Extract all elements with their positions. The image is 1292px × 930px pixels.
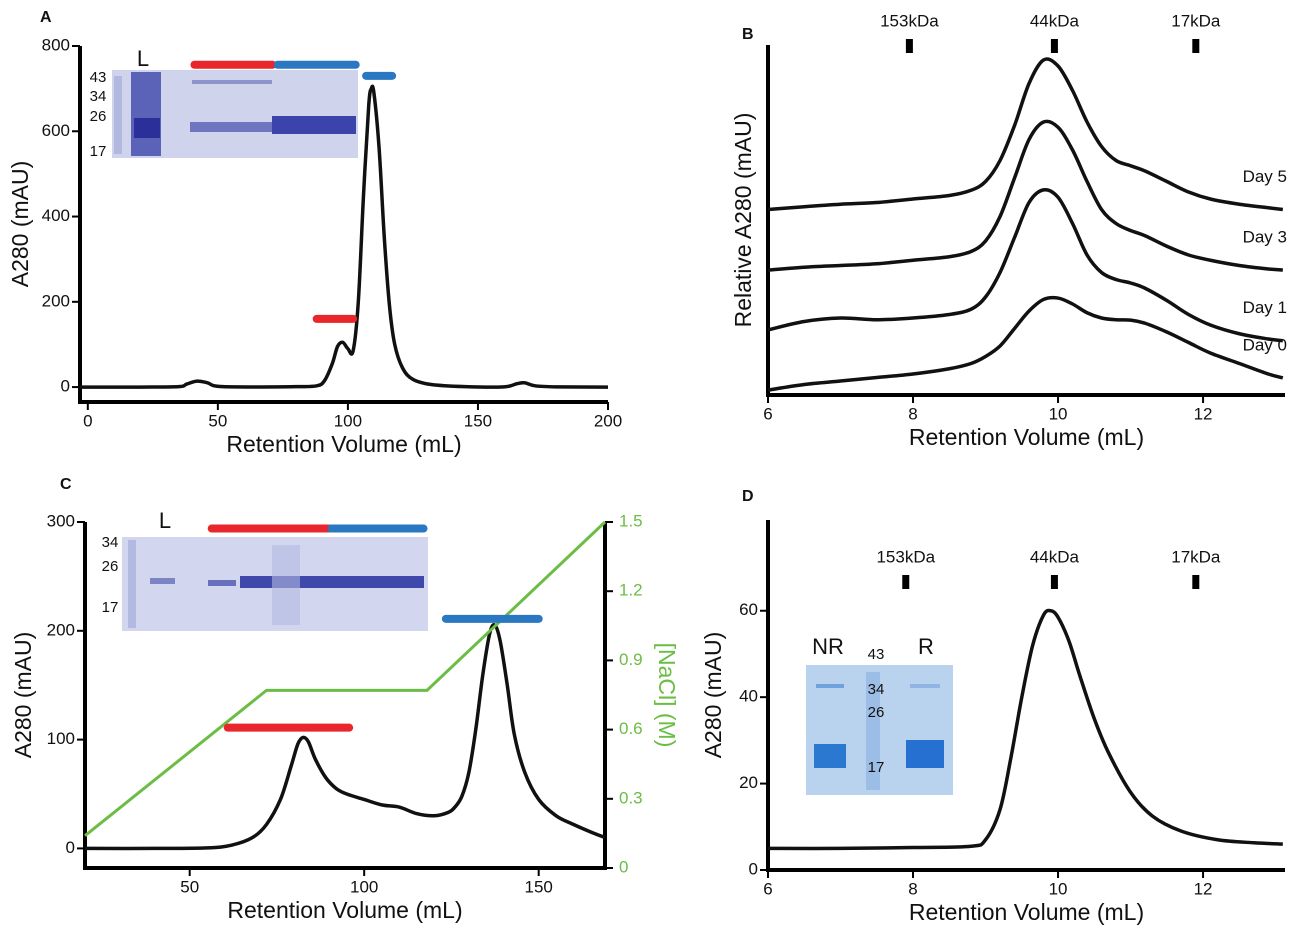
data-line bbox=[767, 295, 1284, 392]
mw-label: 44kDa bbox=[1030, 547, 1080, 566]
marker-label: 17 bbox=[868, 759, 885, 776]
mw-label: 17kDa bbox=[1171, 547, 1221, 566]
mw-label: 17kDa bbox=[1171, 11, 1221, 30]
marker-label: 43 bbox=[90, 69, 107, 86]
y-tick-label: 600 bbox=[42, 121, 70, 140]
x-axis-label: Retention Volume (mL) bbox=[909, 424, 1144, 450]
y-axis-label: A280 (mAU) bbox=[10, 632, 36, 759]
y-axis-label: A280 (mAU) bbox=[700, 632, 726, 759]
y-tick-label: 0 bbox=[749, 859, 758, 878]
y-tick-label: 60 bbox=[739, 600, 758, 619]
mw-label: 153kDa bbox=[880, 11, 939, 30]
x-tick-label: 50 bbox=[180, 877, 199, 896]
y2-axis-label: [NaCl] (M) bbox=[654, 643, 680, 748]
y-tick-label: 20 bbox=[739, 773, 758, 792]
y-tick-label: 300 bbox=[47, 511, 75, 530]
x-tick-label: 6 bbox=[763, 879, 772, 898]
mw-marker bbox=[905, 39, 913, 53]
panel-label: C bbox=[60, 476, 72, 493]
data-line bbox=[767, 119, 1283, 272]
x-tick-label: 12 bbox=[1194, 404, 1213, 423]
x-tick-label: 10 bbox=[1049, 404, 1068, 423]
y-tick-label: 0 bbox=[66, 838, 75, 857]
marker-label: 34 bbox=[868, 681, 885, 698]
series-label: Day 5 bbox=[1243, 167, 1287, 186]
panel-label: A bbox=[40, 9, 52, 26]
y-axis-label: Relative A280 (mAU) bbox=[730, 113, 756, 328]
marker-label: 17 bbox=[90, 143, 107, 160]
x-tick-label: 0 bbox=[83, 411, 92, 430]
data-line bbox=[79, 84, 609, 389]
x-tick-label: 6 bbox=[763, 404, 772, 423]
mw-label: 153kDa bbox=[876, 547, 935, 566]
x-tick-label: 150 bbox=[464, 411, 492, 430]
marker-label: 43 bbox=[868, 646, 885, 663]
marker-label: 34 bbox=[90, 88, 107, 105]
mw-label: 44kDa bbox=[1030, 11, 1080, 30]
lane-label: R bbox=[918, 634, 934, 659]
y-tick-label: 100 bbox=[47, 729, 75, 748]
x-tick-label: 150 bbox=[525, 877, 553, 896]
y-tick-label: 400 bbox=[42, 206, 70, 225]
lane-label: NR bbox=[812, 634, 844, 659]
data-line bbox=[84, 623, 606, 851]
mw-marker bbox=[902, 575, 910, 589]
y-tick-label: 800 bbox=[42, 35, 70, 54]
y2-tick-label: 1.2 bbox=[619, 581, 643, 600]
marker-label: 26 bbox=[90, 108, 107, 125]
marker-label: 34 bbox=[102, 534, 119, 551]
x-tick-label: 8 bbox=[908, 404, 917, 423]
x-tick-label: 100 bbox=[350, 877, 378, 896]
lane-label: L bbox=[159, 508, 171, 533]
x-tick-label: 10 bbox=[1049, 879, 1068, 898]
gel-inset bbox=[112, 70, 358, 158]
y-axis-label: A280 (mAU) bbox=[7, 161, 33, 288]
mw-marker bbox=[1192, 39, 1200, 53]
marker-label: 17 bbox=[102, 599, 119, 616]
y2-tick-label: 0 bbox=[619, 857, 628, 876]
y2-tick-label: 0.3 bbox=[619, 788, 643, 807]
gel-inset bbox=[122, 537, 428, 631]
series-label: Day 0 bbox=[1243, 335, 1287, 354]
data-line bbox=[767, 57, 1284, 212]
x-tick-label: 8 bbox=[908, 879, 917, 898]
x-tick-label: 50 bbox=[208, 411, 227, 430]
y-tick-label: 40 bbox=[739, 687, 758, 706]
y-tick-label: 200 bbox=[42, 291, 70, 310]
x-tick-label: 200 bbox=[594, 411, 622, 430]
mw-marker bbox=[1050, 575, 1058, 589]
data-line bbox=[767, 608, 1283, 851]
y2-tick-label: 0.6 bbox=[619, 719, 643, 738]
mw-marker bbox=[1050, 39, 1058, 53]
y-tick-label: 200 bbox=[47, 620, 75, 639]
lane-label: L bbox=[137, 46, 149, 71]
panel-label: B bbox=[742, 26, 754, 43]
x-tick-label: 100 bbox=[334, 411, 362, 430]
y2-tick-label: 0.9 bbox=[619, 650, 643, 669]
x-axis-label: Retention Volume (mL) bbox=[227, 897, 462, 923]
x-axis-label: Retention Volume (mL) bbox=[226, 431, 461, 457]
x-axis-label: Retention Volume (mL) bbox=[909, 899, 1144, 925]
series-label: Day 1 bbox=[1243, 298, 1287, 317]
data-line bbox=[767, 187, 1284, 343]
marker-label: 26 bbox=[102, 558, 119, 575]
marker-label: 26 bbox=[868, 704, 885, 721]
y2-tick-label: 1.5 bbox=[619, 511, 643, 530]
series-label: Day 3 bbox=[1243, 228, 1287, 247]
data-line bbox=[84, 520, 607, 837]
y-tick-label: 0 bbox=[61, 377, 70, 396]
panel-label: D bbox=[742, 488, 754, 505]
mw-marker bbox=[1192, 575, 1200, 589]
x-tick-label: 12 bbox=[1194, 879, 1213, 898]
gel-inset bbox=[806, 665, 953, 795]
